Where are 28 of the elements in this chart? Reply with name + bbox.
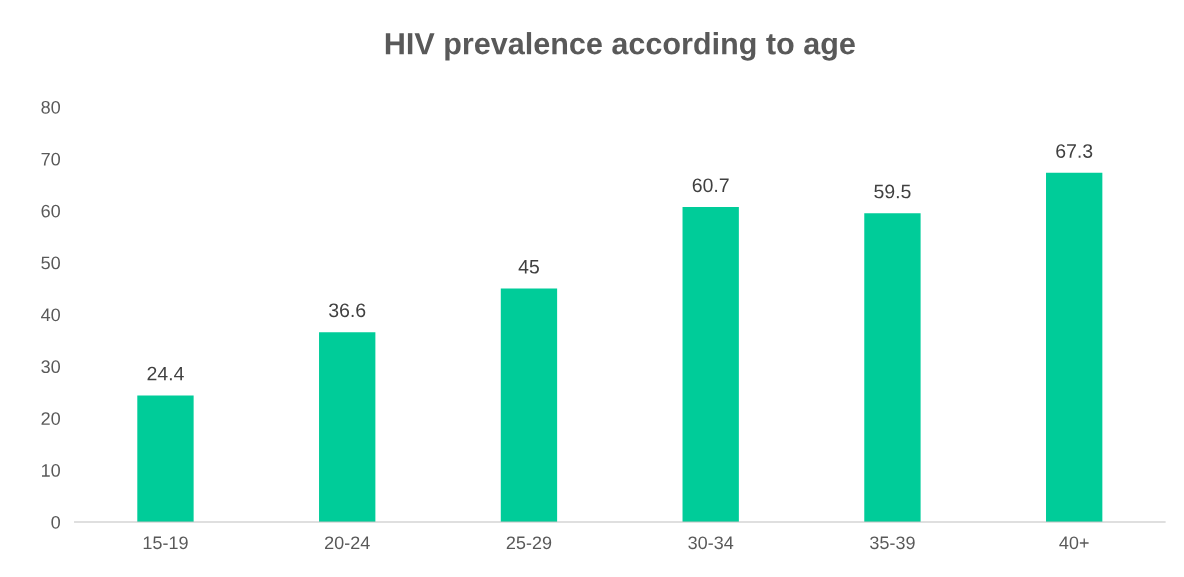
y-tick-label: 70 — [41, 152, 60, 166]
data-label: 60.7 — [692, 178, 729, 193]
y-tick-label: 80 — [41, 100, 60, 114]
data-label: 45 — [518, 260, 539, 274]
x-tick-label: 15-19 — [143, 536, 188, 550]
y-tick-label: 0 — [51, 515, 60, 529]
y-tick-label: 10 — [42, 464, 60, 477]
data-label: 24.4 — [147, 366, 184, 381]
bar — [137, 395, 194, 523]
chart-title: HIV prevalence according to age — [385, 32, 855, 61]
y-tick-label: 20 — [41, 412, 60, 425]
y-tick-label: 30 — [41, 360, 60, 374]
x-tick-label: 35-39 — [870, 536, 915, 550]
bar — [1046, 172, 1103, 523]
bar — [682, 207, 739, 523]
data-label: 59.5 — [874, 184, 911, 199]
data-label: 36.6 — [329, 303, 366, 318]
y-tick-label: 60 — [41, 204, 60, 218]
y-tick-label: 50 — [41, 256, 60, 270]
x-tick-label: 20-24 — [325, 536, 370, 550]
y-tick-label: 40 — [41, 308, 60, 322]
x-tick-label: 40+ — [1059, 536, 1089, 550]
bar — [500, 288, 558, 523]
x-tick-label: 25-29 — [506, 536, 552, 550]
bar — [864, 213, 921, 523]
bar — [319, 332, 376, 523]
data-label: 67.3 — [1056, 144, 1093, 158]
x-tick-label: 30-34 — [688, 536, 734, 550]
